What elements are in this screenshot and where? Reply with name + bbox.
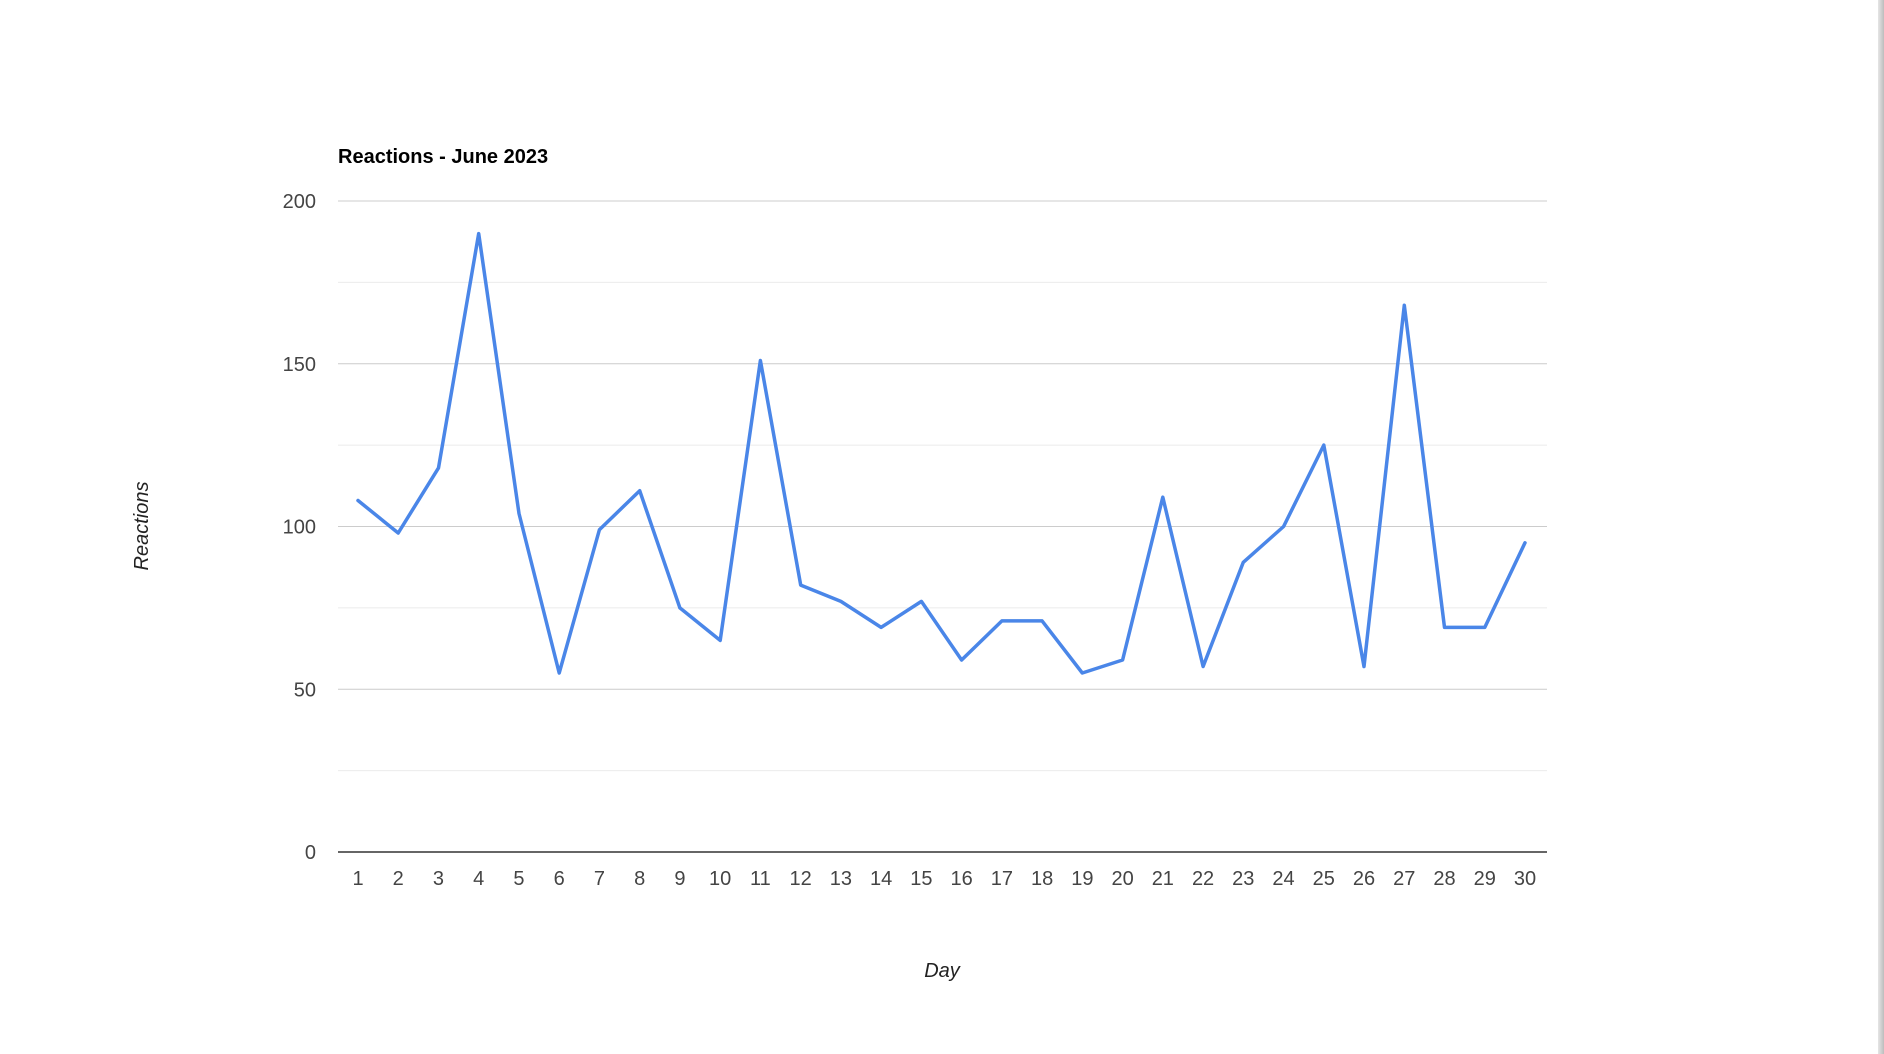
x-tick-label: 24 xyxy=(1272,868,1294,890)
x-tick-label: 16 xyxy=(950,868,972,890)
x-tick-label: 2 xyxy=(393,868,404,890)
x-tick-label: 10 xyxy=(709,868,731,890)
x-tick-label: 11 xyxy=(750,868,771,890)
x-tick-label: 18 xyxy=(1031,868,1053,890)
y-axis-title: Reactions xyxy=(131,482,153,571)
x-tick-label: 8 xyxy=(634,868,645,890)
x-tick-label: 30 xyxy=(1514,868,1536,890)
x-tick-label: 29 xyxy=(1474,868,1496,890)
x-tick-label: 4 xyxy=(473,868,484,890)
x-axis-ticks: 1 2 3 4 5 6 7 8 9 10 11 12 13 14 15 16 17 18 19 20 21 22 23 24 2… xyxy=(352,868,1536,890)
x-tick-label: 9 xyxy=(674,868,685,890)
x-tick-label: 15 xyxy=(910,868,932,890)
y-tick-label: 50 xyxy=(294,679,316,701)
x-tick-label: 20 xyxy=(1111,868,1133,890)
x-tick-label: 1 xyxy=(352,868,363,890)
series-layer xyxy=(356,231,1527,675)
y-axis-ticks: 0 50 100 150 200 xyxy=(283,191,316,864)
x-tick-label: 25 xyxy=(1313,868,1335,890)
x-tick-label: 13 xyxy=(830,868,852,890)
x-axis-title: Day xyxy=(924,960,961,982)
x-tick-label: 19 xyxy=(1071,868,1093,890)
chart-title: Reactions - June 2023 xyxy=(338,146,548,168)
x-tick-label: 28 xyxy=(1433,868,1455,890)
x-tick-label: 21 xyxy=(1152,868,1174,890)
y-tick-label: 0 xyxy=(305,842,316,864)
window-edge xyxy=(1878,0,1884,1054)
x-tick-label: 23 xyxy=(1232,868,1254,890)
gridlines xyxy=(338,200,1547,772)
x-tick-label: 26 xyxy=(1353,868,1375,890)
x-tick-label: 12 xyxy=(790,868,812,890)
x-tick-label: 3 xyxy=(433,868,444,890)
x-tick-label: 27 xyxy=(1393,868,1415,890)
x-tick-label: 14 xyxy=(870,868,892,890)
x-tick-label: 7 xyxy=(594,868,605,890)
x-tick-label: 5 xyxy=(513,868,524,890)
y-tick-label: 150 xyxy=(283,354,316,376)
x-tick-label: 6 xyxy=(554,868,565,890)
y-tick-label: 100 xyxy=(283,517,316,539)
series-line xyxy=(356,231,1527,675)
x-tick-label: 17 xyxy=(991,868,1013,890)
y-tick-label: 200 xyxy=(283,191,316,213)
x-tick-label: 22 xyxy=(1192,868,1214,890)
